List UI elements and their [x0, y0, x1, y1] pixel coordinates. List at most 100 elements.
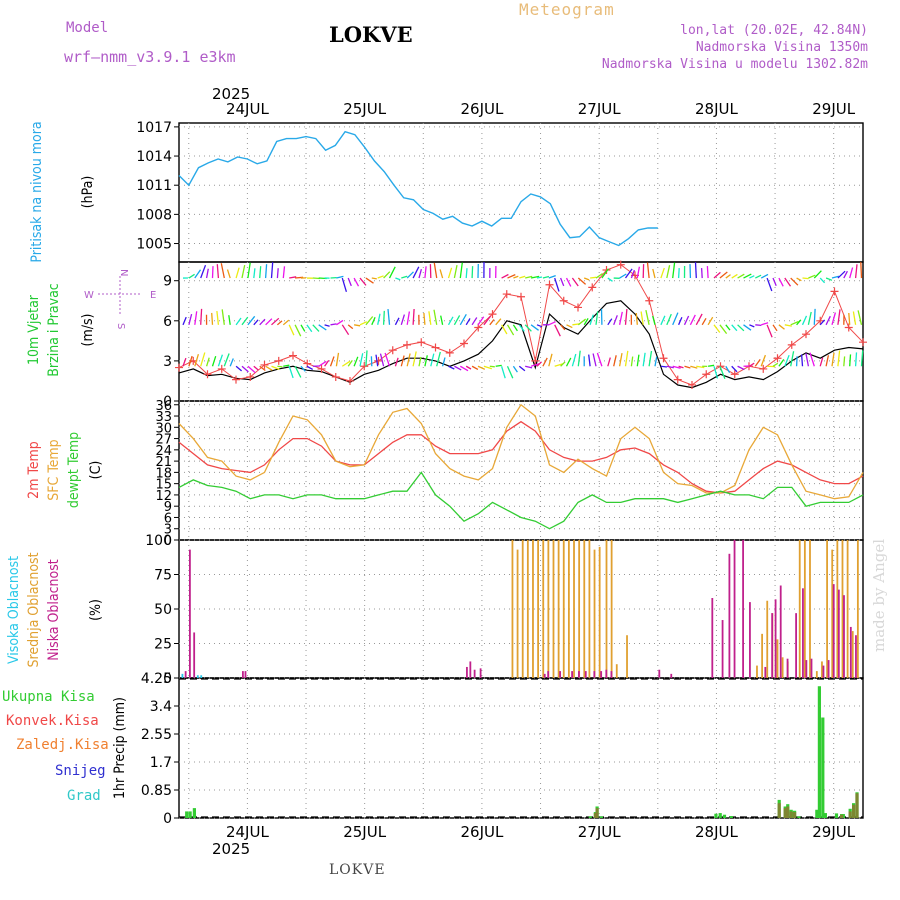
y-tick-label: 2.55 [141, 727, 172, 743]
wind-direction-arrow [802, 277, 809, 280]
wind-direction-arrow [689, 314, 696, 326]
wind-gust-marker [730, 370, 739, 379]
wind-direction-arrow [336, 319, 344, 326]
wind-direction-arrow [695, 313, 703, 326]
wind-direction-arrow [713, 366, 719, 379]
altitude-label: Nadmorska Visina 1350m [695, 40, 868, 55]
y-tick-label: 6 [163, 314, 172, 330]
wind-direction-arrow [276, 320, 283, 326]
wind-direction-arrow [371, 316, 376, 326]
cloud-unit: (%) [88, 599, 104, 621]
wind-direction-arrow [241, 316, 249, 326]
wind-direction-arrow [701, 317, 707, 326]
y-tick-label: 30 [155, 421, 172, 436]
wind-direction-arrow [595, 311, 599, 325]
wind-direction-arrow [447, 316, 454, 326]
wind-direction-arrow [778, 359, 785, 367]
wind-direction-arrow [542, 275, 550, 279]
wind-gust-marker [274, 356, 283, 365]
precip-total-bar [188, 811, 192, 818]
wind-direction-arrow [548, 353, 553, 367]
wind-direction-arrow [423, 312, 426, 325]
precip-conv-bar [783, 808, 787, 818]
wind-gust-marker [759, 364, 768, 373]
temp-axis-title-2m: 2m Temp [26, 441, 42, 499]
wind-direction-arrow [607, 357, 611, 367]
wind-direction-arrow [700, 268, 703, 279]
wind-gust-marker [787, 340, 796, 349]
precip-legend-frz: Zaledj.Kisa [16, 737, 109, 753]
wind-gust-marker [374, 356, 383, 365]
wind-direction-arrow [813, 308, 816, 325]
wind-direction-arrow [571, 277, 579, 287]
wind-direction-arrow [424, 266, 427, 279]
pressure-line [178, 130, 658, 247]
y-tick-label: 21 [155, 455, 172, 470]
wind-direction-arrow [590, 276, 597, 279]
wind-direction-arrow [800, 354, 804, 367]
wind-direction-arrow [536, 276, 543, 279]
wind-direction-arrow [646, 262, 650, 279]
wind-direction-arrow [837, 270, 846, 279]
wind-direction-arrow [719, 271, 728, 279]
wind-gust-marker [246, 372, 255, 381]
precip-total-bar [599, 816, 603, 818]
wind-direction-arrow [624, 350, 629, 367]
precip-total-bar [791, 811, 795, 818]
wind-direction-arrow [312, 324, 320, 332]
wind-direction-arrow [713, 271, 721, 279]
temp-unit: (C) [88, 461, 104, 480]
wind-direction-arrow [772, 324, 778, 332]
wind-direction-arrow [530, 275, 540, 279]
wind-direction-arrow [784, 324, 792, 327]
wind-direction-arrow [324, 360, 330, 367]
wind-direction-arrow [831, 352, 835, 367]
wind-direction-arrow [453, 315, 461, 326]
wind-direction-arrow [660, 267, 665, 279]
wind-direction-arrow [848, 312, 851, 325]
wind-direction-arrow [596, 352, 603, 367]
wind-direction-arrow [495, 364, 502, 367]
wind-direction-arrow [495, 318, 502, 326]
wind-gust-marker [574, 303, 582, 312]
wind-direction-arrow [518, 324, 525, 332]
wind-direction-arrow [359, 277, 367, 286]
wind-direction-arrow [630, 356, 634, 367]
wind-direction-arrow [518, 365, 526, 372]
wind-direction-arrow [766, 324, 773, 338]
wind-direction-arrow [294, 365, 302, 378]
wind-direction-arrow [459, 313, 467, 326]
wind-gust-marker [232, 375, 240, 384]
precip-conv-bar [840, 814, 844, 818]
wind-gust-marker [673, 375, 682, 384]
wind-direction-arrow [548, 274, 556, 279]
y-tick-label: 36 [155, 399, 172, 414]
wind-direction-arrow [548, 321, 556, 326]
y-tick-label: 3 [163, 354, 172, 370]
wind-direction-arrow [418, 269, 423, 279]
wind-direction-arrow [247, 262, 251, 279]
precip-legend-conv: Konvek.Kisa [6, 713, 99, 729]
pressure-axis-title: Pritisak na nivou mora [29, 121, 45, 262]
wind-direction-arrow [772, 277, 777, 286]
wind-direction-arrow [554, 324, 561, 337]
wind-gust-marker [417, 338, 426, 347]
wind-direction-arrow [400, 355, 405, 367]
wind-direction-arrow [677, 268, 680, 279]
y-tick-label: 6 [164, 511, 172, 526]
wind-direction-arrow [259, 266, 262, 279]
day-label-top: 28JUL [695, 100, 738, 118]
wind-gust-marker [217, 364, 226, 373]
coords-label: lon,lat (20.02E, 42.84N) [680, 23, 868, 38]
wind-direction-arrow [235, 317, 242, 326]
wind-direction-arrow [678, 365, 684, 369]
day-label-bottom: 28JUL [695, 823, 738, 841]
year-label-bottom: 2025 [212, 840, 250, 858]
wind-direction-arrow [778, 324, 785, 330]
wind-direction-arrow [837, 350, 841, 367]
wind-direction-arrow [412, 266, 420, 279]
wind-direction-arrow [440, 315, 444, 325]
wind-direction-arrow [441, 357, 446, 367]
wind-direction-arrow [825, 277, 833, 281]
